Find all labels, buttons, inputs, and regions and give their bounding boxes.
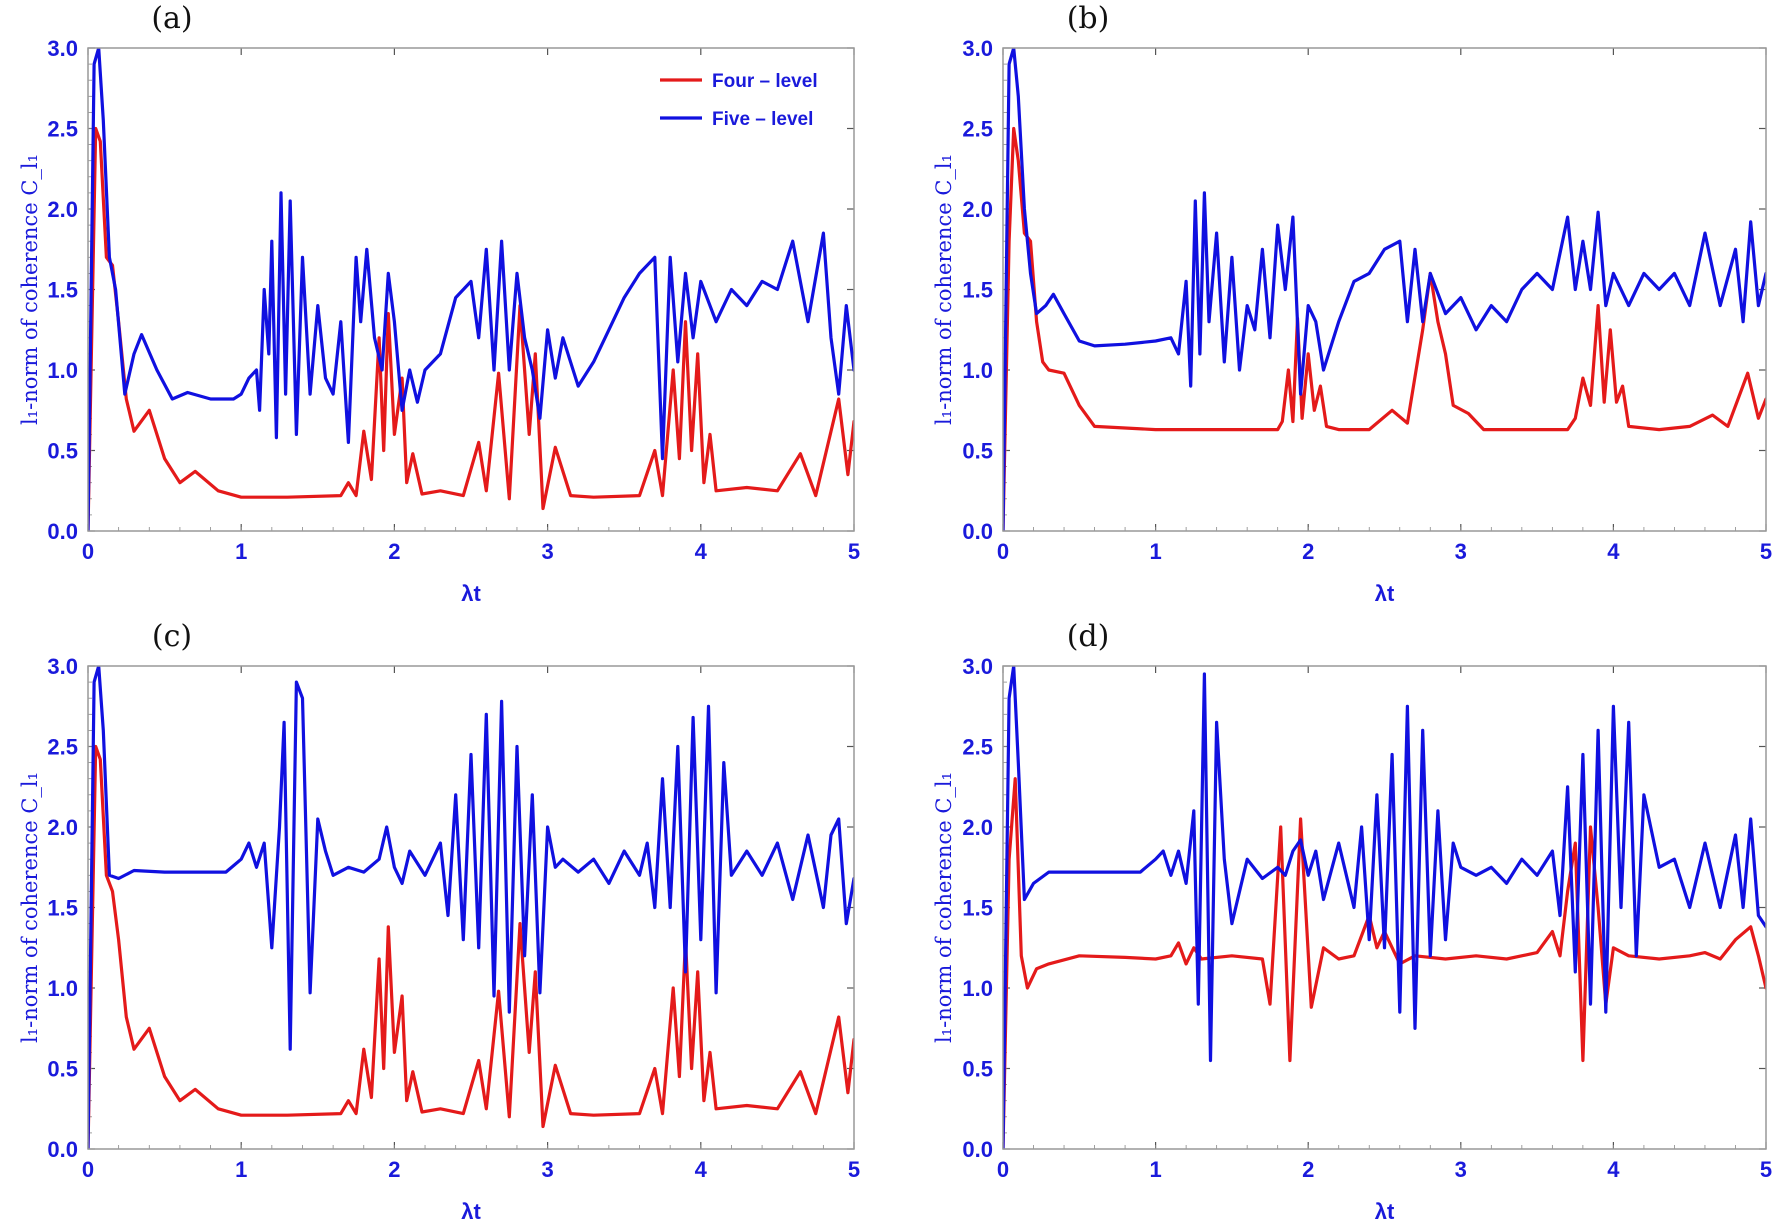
y-tick-label: 2.5	[962, 117, 993, 142]
y-tick-label: 3.0	[47, 654, 78, 679]
chart-panel-1: (a) 0.0 0.5 1.0 1.5 2.0 2.5 3.0 0 1 2 3 4 5 λt l₁-norm …	[18, 1, 860, 606]
x-tick-label: 1	[235, 1157, 247, 1182]
y-tick-label: 1.0	[962, 976, 993, 1001]
series-line-four-level	[88, 744, 854, 1149]
x-tick-label: 5	[848, 1157, 860, 1182]
x-axis-label: λt	[1375, 581, 1395, 606]
x-tick-label: 0	[997, 539, 1009, 564]
x-tick-label: 4	[1607, 1157, 1620, 1182]
x-tick-label: 3	[541, 1157, 553, 1182]
plot-frame	[87, 665, 855, 1150]
chart-panel-3: (c) 0.0 0.5 1.0 1.5 2.0 2.5 3.0 0 1 2 3 4 5 λt l₁-norm …	[18, 619, 860, 1224]
x-tick-label: 3	[1455, 1157, 1467, 1182]
legend-entry: Five – level	[712, 109, 813, 130]
x-tick-label: 4	[695, 1157, 708, 1182]
series-line-four-level	[1003, 126, 1766, 531]
y-tick-label: 1.0	[47, 358, 78, 383]
y-tick-label: 3.0	[962, 654, 993, 679]
plot-frame	[1002, 47, 1767, 532]
y-tick-label: 2.0	[47, 197, 78, 222]
y-axis-label: l₁-norm of coherence C_l₁	[932, 772, 956, 1043]
x-tick-label: 0	[82, 1157, 94, 1182]
series-line-four-level	[88, 126, 854, 531]
x-tick-label: 3	[541, 539, 553, 564]
series-line-four-level	[1003, 777, 1766, 1149]
panel-label: (c)	[152, 619, 192, 654]
y-tick-label: 1.0	[47, 976, 78, 1001]
y-tick-label: 2.0	[962, 815, 993, 840]
x-tick-label: 5	[1760, 539, 1772, 564]
y-tick-label: 2.5	[47, 117, 78, 142]
series-line-five-level	[88, 666, 854, 1149]
y-axis-label: l₁-norm of coherence C_l₁	[932, 154, 956, 425]
series-line-five-level	[1003, 666, 1766, 1149]
y-tick-label: 0.0	[962, 519, 993, 544]
y-tick-label: 2.5	[47, 735, 78, 760]
y-tick-label: 1.5	[47, 278, 78, 303]
x-tick-label: 0	[82, 539, 94, 564]
x-axis-label: λt	[461, 581, 481, 606]
x-tick-label: 2	[388, 539, 400, 564]
y-tick-label: 0.0	[47, 519, 78, 544]
chart-panel-4: (d) 0.0 0.5 1.0 1.5 2.0 2.5 3.0 0 1 2 3 4 5 λt l₁-norm …	[932, 619, 1772, 1224]
y-tick-label: 0.5	[962, 1057, 993, 1082]
y-tick-label: 1.5	[962, 278, 993, 303]
x-tick-label: 2	[1302, 539, 1314, 564]
x-tick-label: 5	[848, 539, 860, 564]
x-tick-label: 1	[1149, 1157, 1161, 1182]
x-tick-label: 4	[1607, 539, 1620, 564]
panel-label: (b)	[1067, 1, 1110, 36]
y-tick-label: 0.5	[962, 439, 993, 464]
y-axis-label: l₁-norm of coherence C_l₁	[18, 772, 42, 1043]
y-tick-label: 0.0	[962, 1137, 993, 1162]
x-tick-label: 1	[1149, 539, 1161, 564]
chart-panel-2: (b) 0.0 0.5 1.0 1.5 2.0 2.5 3.0 0 1 2 3 4 5 λt l₁-norm …	[932, 1, 1772, 606]
x-tick-label: 5	[1760, 1157, 1772, 1182]
y-axis-label: l₁-norm of coherence C_l₁	[18, 154, 42, 425]
series-line-five-level	[1003, 48, 1766, 531]
series-line-five-level	[88, 48, 854, 531]
y-tick-label: 2.0	[962, 197, 993, 222]
y-tick-label: 0.5	[47, 1057, 78, 1082]
x-tick-label: 1	[235, 539, 247, 564]
y-tick-label: 1.0	[962, 358, 993, 383]
x-tick-label: 2	[388, 1157, 400, 1182]
x-tick-label: 2	[1302, 1157, 1314, 1182]
y-tick-label: 2.0	[47, 815, 78, 840]
x-tick-label: 4	[695, 539, 708, 564]
y-tick-label: 1.5	[962, 896, 993, 921]
y-tick-label: 1.5	[47, 896, 78, 921]
y-tick-label: 2.5	[962, 735, 993, 760]
y-tick-label: 3.0	[962, 36, 993, 61]
x-axis-label: λt	[1375, 1199, 1395, 1224]
plot-frame	[87, 47, 855, 532]
x-tick-label: 3	[1455, 539, 1467, 564]
panel-label: (d)	[1067, 619, 1110, 654]
panel-label: (a)	[151, 1, 192, 36]
x-tick-label: 0	[997, 1157, 1009, 1182]
plot-frame	[1002, 665, 1767, 1150]
y-tick-label: 0.5	[47, 439, 78, 464]
legend-entry: Four – level	[712, 71, 818, 92]
y-tick-label: 3.0	[47, 36, 78, 61]
x-axis-label: λt	[461, 1199, 481, 1224]
legend: Four – level Five – level	[660, 71, 818, 130]
y-tick-label: 0.0	[47, 1137, 78, 1162]
